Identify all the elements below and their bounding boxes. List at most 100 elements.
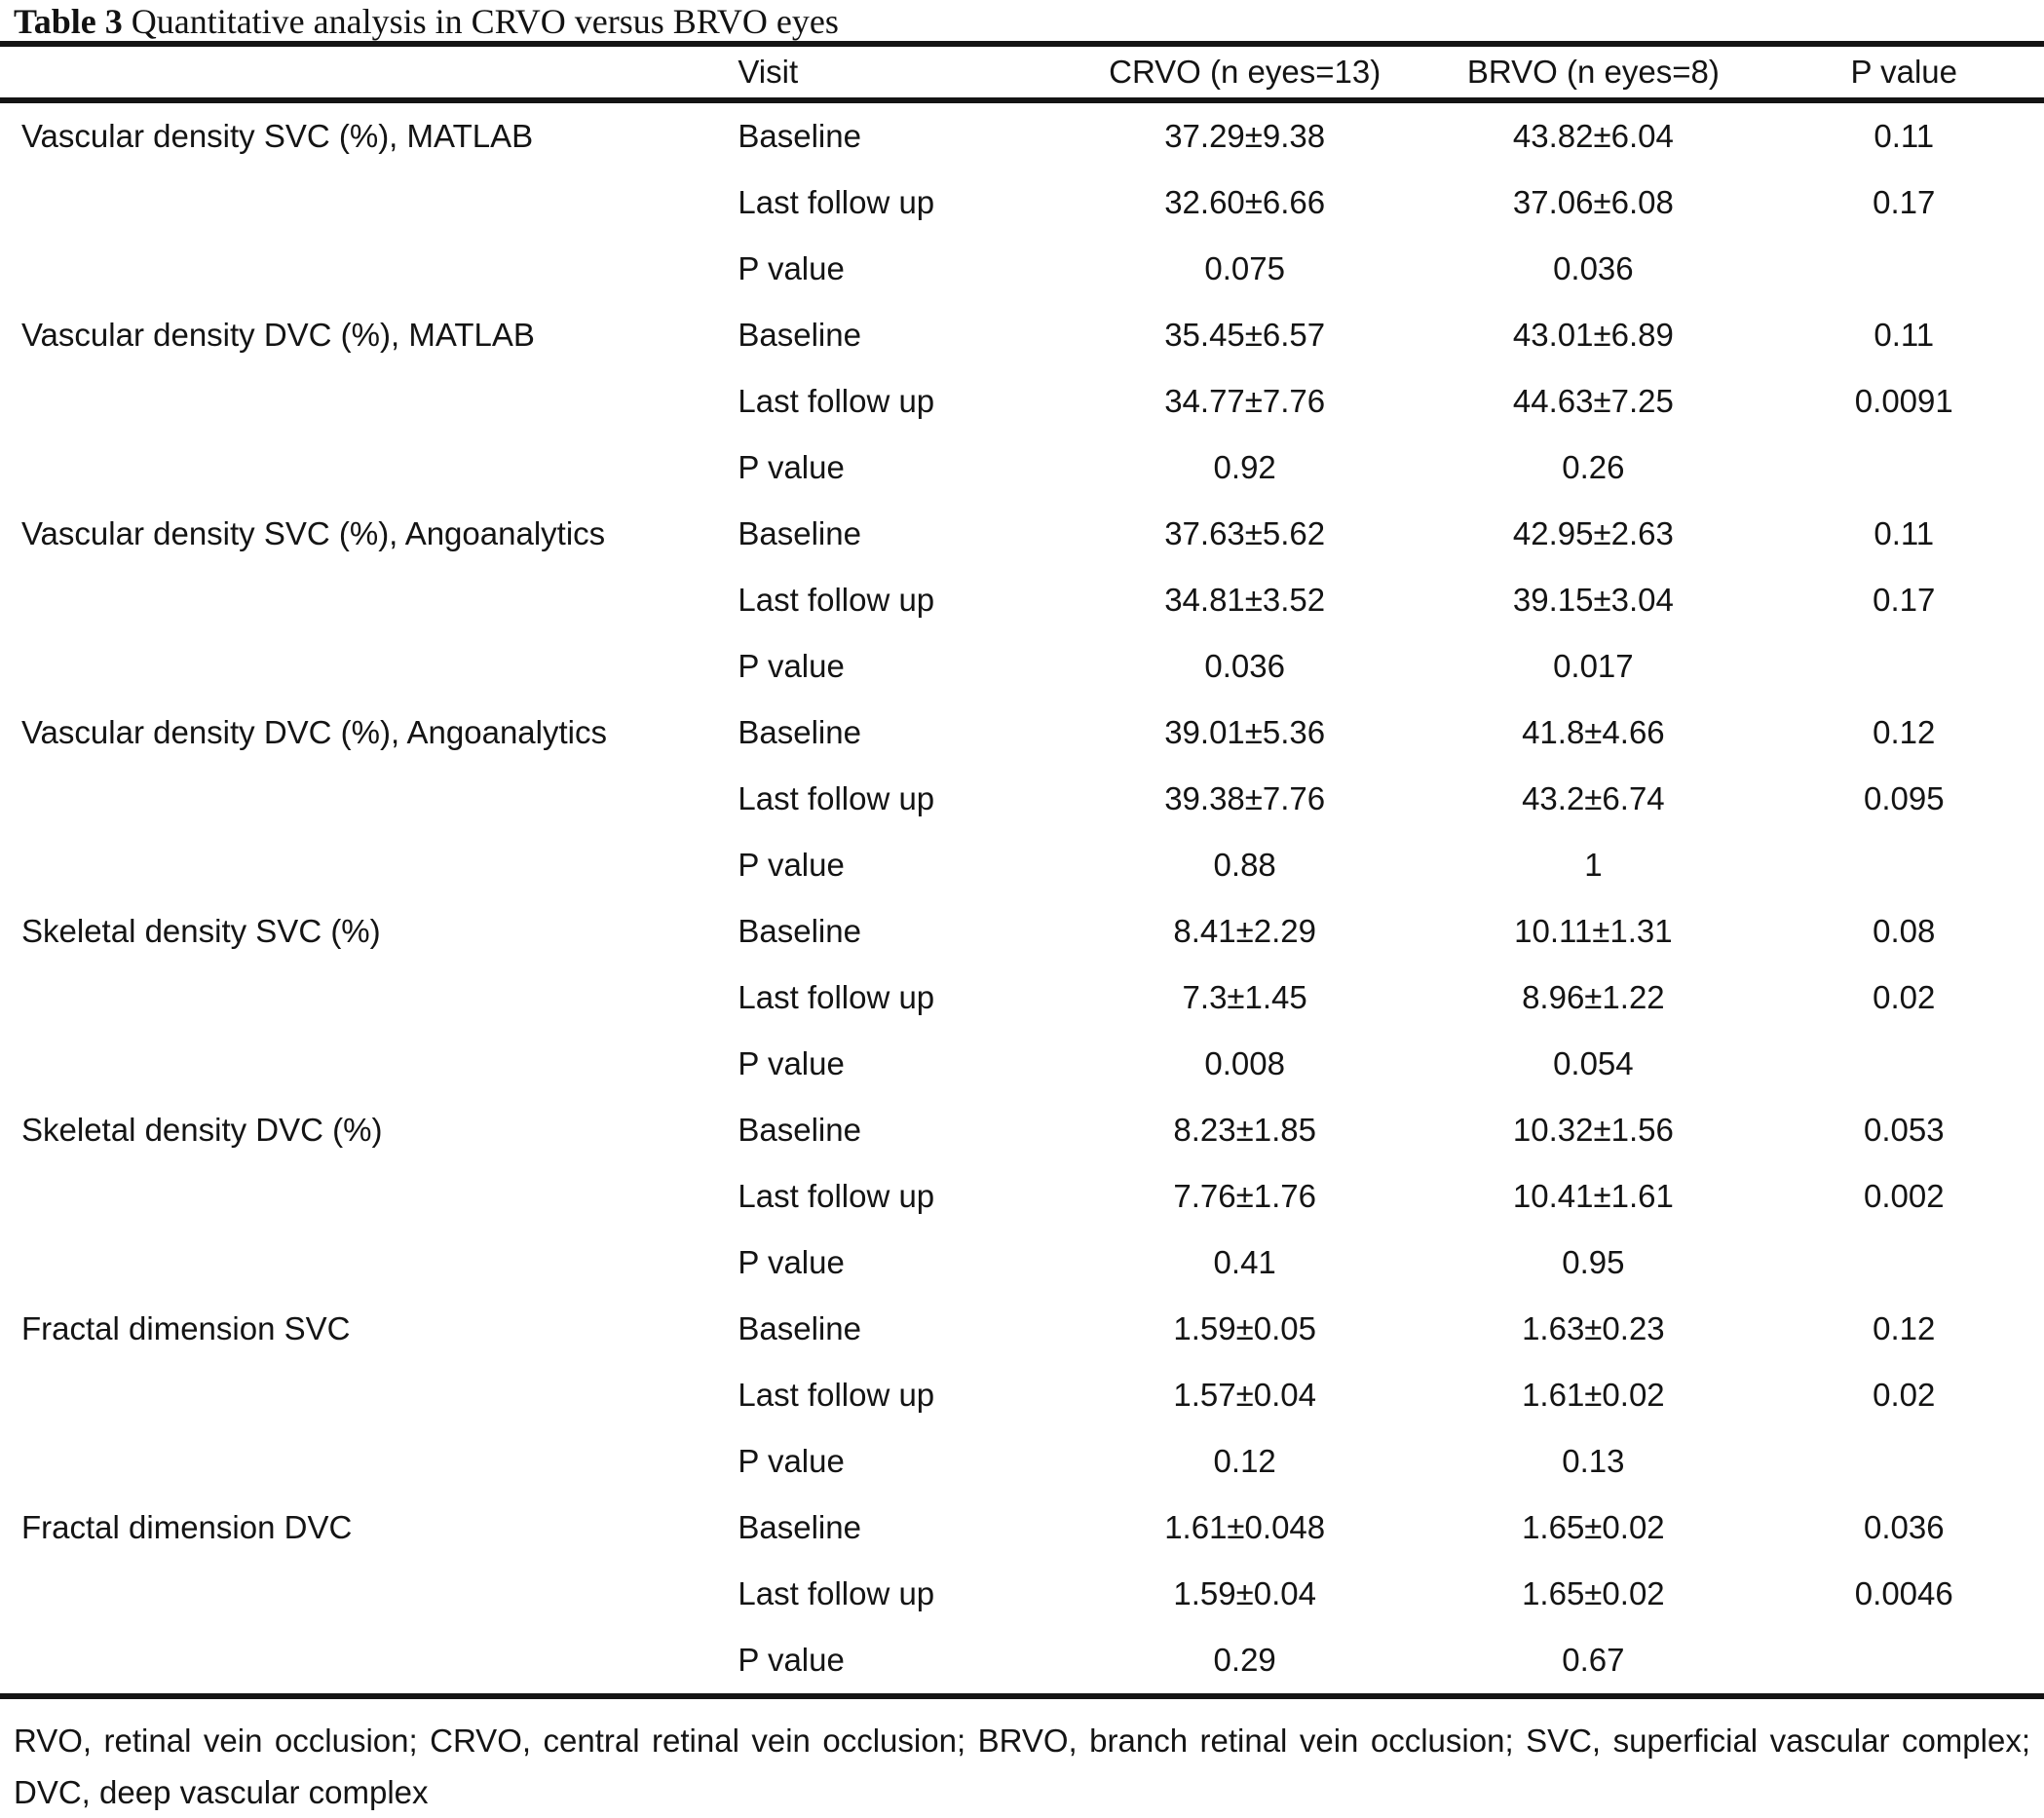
brvo-value-cell: 10.32±1.56 xyxy=(1512,1112,1674,1148)
visit-column-header: Visit xyxy=(738,54,799,90)
visit-cell: P value xyxy=(738,1642,845,1678)
parameter-label xyxy=(0,567,738,633)
table-caption-text: Quantitative analysis in CRVO versus BRV… xyxy=(131,2,839,41)
p-value-cell xyxy=(1764,1230,2044,1296)
table-row: P value 0.92 0.26 xyxy=(0,435,2044,501)
p-value-cell: 0.02 xyxy=(1873,1377,1936,1413)
p-value-cell: 0.036 xyxy=(1863,1509,1945,1545)
table-row: Skeletal density DVC (%) Baseline 8.23±1… xyxy=(0,1097,2044,1163)
brvo-value-cell: 41.8±4.66 xyxy=(1522,714,1665,750)
table-row: Fractal dimension SVC Baseline 1.59±0.05… xyxy=(0,1296,2044,1362)
parameter-label: Fractal dimension DVC xyxy=(21,1509,353,1545)
crvo-value-cell: 0.075 xyxy=(1204,250,1285,286)
parameter-label: Skeletal density DVC (%) xyxy=(21,1112,383,1148)
brvo-value-cell: 8.96±1.22 xyxy=(1522,979,1665,1015)
table-footnote: RVO, retinal vein occlusion; CRVO, centr… xyxy=(14,1723,2030,1810)
brvo-value-cell: 43.2±6.74 xyxy=(1522,780,1665,816)
p-value-cell xyxy=(1764,832,2044,898)
crvo-value-cell: 0.92 xyxy=(1213,449,1276,485)
visit-cell: Last follow up xyxy=(738,1377,935,1413)
parameter-label xyxy=(0,633,738,700)
p-value-cell: 0.095 xyxy=(1863,780,1945,816)
brvo-value-cell: 43.82±6.04 xyxy=(1512,118,1674,154)
p-value-cell: 0.12 xyxy=(1873,1310,1936,1346)
pvalue-column-header: P value xyxy=(1850,54,1958,90)
table-row: Last follow up 32.60±6.66 37.06±6.08 0.1… xyxy=(0,170,2044,236)
parameter-label xyxy=(0,170,738,236)
brvo-value-cell: 0.13 xyxy=(1562,1443,1625,1479)
crvo-value-cell: 0.12 xyxy=(1213,1443,1276,1479)
table-row: Last follow up 1.59±0.04 1.65±0.02 0.004… xyxy=(0,1561,2044,1627)
table-row: Vascular density DVC (%), MATLAB Baselin… xyxy=(0,302,2044,368)
crvo-value-cell: 0.29 xyxy=(1213,1642,1276,1678)
p-value-cell: 0.11 xyxy=(1874,515,1935,551)
brvo-value-cell: 0.036 xyxy=(1553,250,1634,286)
visit-cell: Baseline xyxy=(738,913,861,949)
p-value-cell xyxy=(1764,1031,2044,1097)
parameter-column-header xyxy=(0,44,738,100)
visit-cell: P value xyxy=(738,449,845,485)
visit-cell: Last follow up xyxy=(738,383,935,419)
p-value-cell: 0.053 xyxy=(1863,1112,1945,1148)
parameter-label xyxy=(0,832,738,898)
p-value-cell xyxy=(1764,435,2044,501)
crvo-value-cell: 35.45±6.57 xyxy=(1164,317,1326,353)
crvo-value-cell: 7.3±1.45 xyxy=(1182,979,1307,1015)
visit-cell: Last follow up xyxy=(738,979,935,1015)
p-value-cell: 0.0091 xyxy=(1854,383,1953,419)
p-value-cell: 0.17 xyxy=(1873,184,1936,220)
crvo-value-cell: 39.01±5.36 xyxy=(1164,714,1326,750)
crvo-value-cell: 39.38±7.76 xyxy=(1164,780,1326,816)
parameter-label xyxy=(0,236,738,302)
visit-cell: Last follow up xyxy=(738,184,935,220)
parameter-label: Fractal dimension SVC xyxy=(21,1310,351,1346)
brvo-value-cell: 39.15±3.04 xyxy=(1512,582,1674,618)
table-title: Table 3 Quantitative analysis in CRVO ver… xyxy=(0,0,2044,41)
visit-cell: P value xyxy=(738,1443,845,1479)
table-row: P value 0.29 0.67 xyxy=(0,1627,2044,1696)
parameter-label: Skeletal density SVC (%) xyxy=(21,913,381,949)
p-value-cell: 0.002 xyxy=(1863,1178,1945,1214)
table-row: Last follow up 34.81±3.52 39.15±3.04 0.1… xyxy=(0,567,2044,633)
table-row: Last follow up 1.57±0.04 1.61±0.02 0.02 xyxy=(0,1362,2044,1428)
table-row: Vascular density SVC (%), MATLAB Baselin… xyxy=(0,100,2044,170)
visit-cell: Last follow up xyxy=(738,780,935,816)
p-value-cell: 0.11 xyxy=(1874,317,1935,353)
brvo-value-cell: 44.63±7.25 xyxy=(1512,383,1674,419)
visit-cell: Last follow up xyxy=(738,1575,935,1611)
table-row: Skeletal density SVC (%) Baseline 8.41±2… xyxy=(0,898,2044,965)
brvo-value-cell: 1.65±0.02 xyxy=(1522,1509,1665,1545)
parameter-label: Vascular density DVC (%), MATLAB xyxy=(21,317,535,353)
parameter-label: Vascular density SVC (%), Angoanalytics xyxy=(21,515,606,551)
crvo-value-cell: 1.59±0.04 xyxy=(1173,1575,1316,1611)
brvo-column-header: BRVO (n eyes=8) xyxy=(1466,54,1720,90)
visit-cell: Baseline xyxy=(738,1112,861,1148)
crvo-value-cell: 1.57±0.04 xyxy=(1173,1377,1316,1413)
crvo-value-cell: 0.88 xyxy=(1213,847,1276,883)
p-value-cell: 0.0046 xyxy=(1854,1575,1953,1611)
table-header: Visit CRVO (n eyes=13) BRVO (n eyes=8) P… xyxy=(0,44,2044,100)
parameter-label xyxy=(0,1362,738,1428)
p-value-cell xyxy=(1764,1428,2044,1495)
crvo-value-cell: 8.23±1.85 xyxy=(1173,1112,1316,1148)
visit-cell: Baseline xyxy=(738,515,861,551)
crvo-value-cell: 0.41 xyxy=(1213,1244,1276,1280)
parameter-label xyxy=(0,1627,738,1696)
crvo-value-cell: 1.59±0.05 xyxy=(1173,1310,1316,1346)
table-row: P value 0.008 0.054 xyxy=(0,1031,2044,1097)
crvo-value-cell: 37.63±5.62 xyxy=(1164,515,1326,551)
brvo-value-cell: 1.63±0.23 xyxy=(1522,1310,1665,1346)
crvo-value-cell: 1.61±0.048 xyxy=(1164,1509,1326,1545)
table-row: Last follow up 7.76±1.76 10.41±1.61 0.00… xyxy=(0,1163,2044,1230)
parameter-label xyxy=(0,368,738,435)
table-row: Vascular density DVC (%), Angoanalytics … xyxy=(0,700,2044,766)
visit-cell: Baseline xyxy=(738,317,861,353)
visit-cell: Last follow up xyxy=(738,1178,935,1214)
p-value-cell xyxy=(1764,633,2044,700)
crvo-value-cell: 37.29±9.38 xyxy=(1164,118,1326,154)
crvo-value-cell: 8.41±2.29 xyxy=(1173,913,1316,949)
brvo-value-cell: 1.61±0.02 xyxy=(1522,1377,1665,1413)
brvo-value-cell: 42.95±2.63 xyxy=(1512,515,1674,551)
visit-cell: P value xyxy=(738,1045,845,1081)
parameter-label xyxy=(0,1163,738,1230)
